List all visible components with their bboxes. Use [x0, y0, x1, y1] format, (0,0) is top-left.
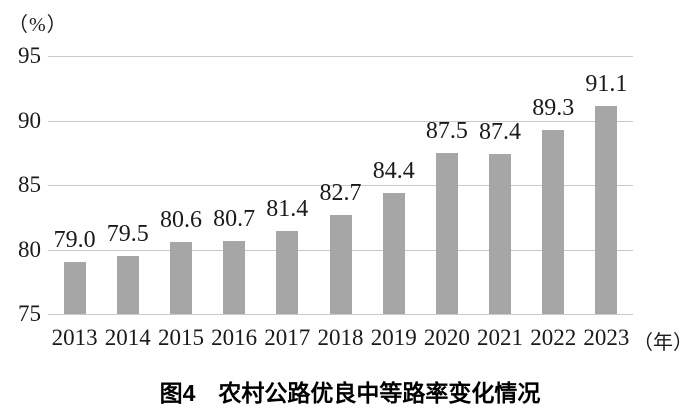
bar-value-label-2018: 82.7: [319, 179, 362, 206]
bar-2018: [329, 214, 352, 314]
bar-2017: [276, 231, 299, 314]
gridline-90: [48, 120, 633, 122]
bar-value-label-2019: 84.4: [372, 157, 415, 184]
x-tick-label-2015: 2015: [158, 325, 204, 350]
bar-2015: [170, 241, 192, 314]
y-tick-label-85: 85: [18, 172, 41, 197]
gridline-85: [48, 185, 633, 186]
x-tick-label-2016: 2016: [211, 325, 258, 350]
bar-2016: [223, 240, 246, 314]
x-tick-label-2021: 2021: [477, 325, 523, 350]
bar-2022: [542, 129, 565, 314]
figure-caption: 图4 农村公路优良中等路率变化情况: [159, 380, 541, 406]
gridline-95: [48, 56, 633, 57]
x-tick-label-2022: 2022: [530, 325, 577, 350]
bar-value-label-2013: 79.0: [53, 227, 96, 254]
bar-value-label-2020: 87.5: [425, 117, 468, 144]
bar-chart-plot: 95 90 85 80 75 79.0 2013 79.5 2014 80.6 2015 80.7 20…: [18, 43, 633, 350]
bar-2020: [435, 152, 458, 314]
bar-value-label-2016: 80.7: [213, 205, 256, 232]
bar-2014: [116, 255, 139, 314]
bar-2013: [63, 262, 86, 314]
x-tick-label-2020: 2020: [423, 325, 470, 350]
bar-2021: [489, 154, 511, 314]
x-axis-unit-label: （年）: [633, 332, 693, 354]
x-tick-label-2018: 2018: [317, 325, 364, 350]
y-axis-unit-label: （%）: [8, 14, 68, 36]
bar-value-label-2014: 79.5: [106, 220, 149, 247]
x-tick-label-2017: 2017: [264, 325, 311, 350]
bar-value-label-2023: 91.1: [585, 71, 628, 98]
y-tick-label-90: 90: [18, 107, 41, 133]
bar-value-label-2017: 81.4: [266, 196, 309, 223]
y-tick-label-95: 95: [18, 43, 41, 68]
bar-2023: [595, 106, 618, 314]
gridline-75: [48, 314, 633, 315]
y-tick-label-75: 75: [18, 301, 41, 326]
bar-value-label-2021: 87.4: [479, 119, 521, 145]
x-tick-label-2019: 2019: [370, 325, 417, 350]
x-tick-label-2013: 2013: [51, 325, 98, 350]
bar-2019: [382, 192, 405, 314]
x-tick-label-2023: 2023: [583, 325, 630, 350]
y-tick-label-80: 80: [18, 236, 41, 262]
bar-value-label-2022: 89.3: [532, 94, 575, 121]
bar-value-label-2015: 80.6: [160, 206, 202, 233]
x-tick-label-2014: 2014: [104, 325, 151, 350]
